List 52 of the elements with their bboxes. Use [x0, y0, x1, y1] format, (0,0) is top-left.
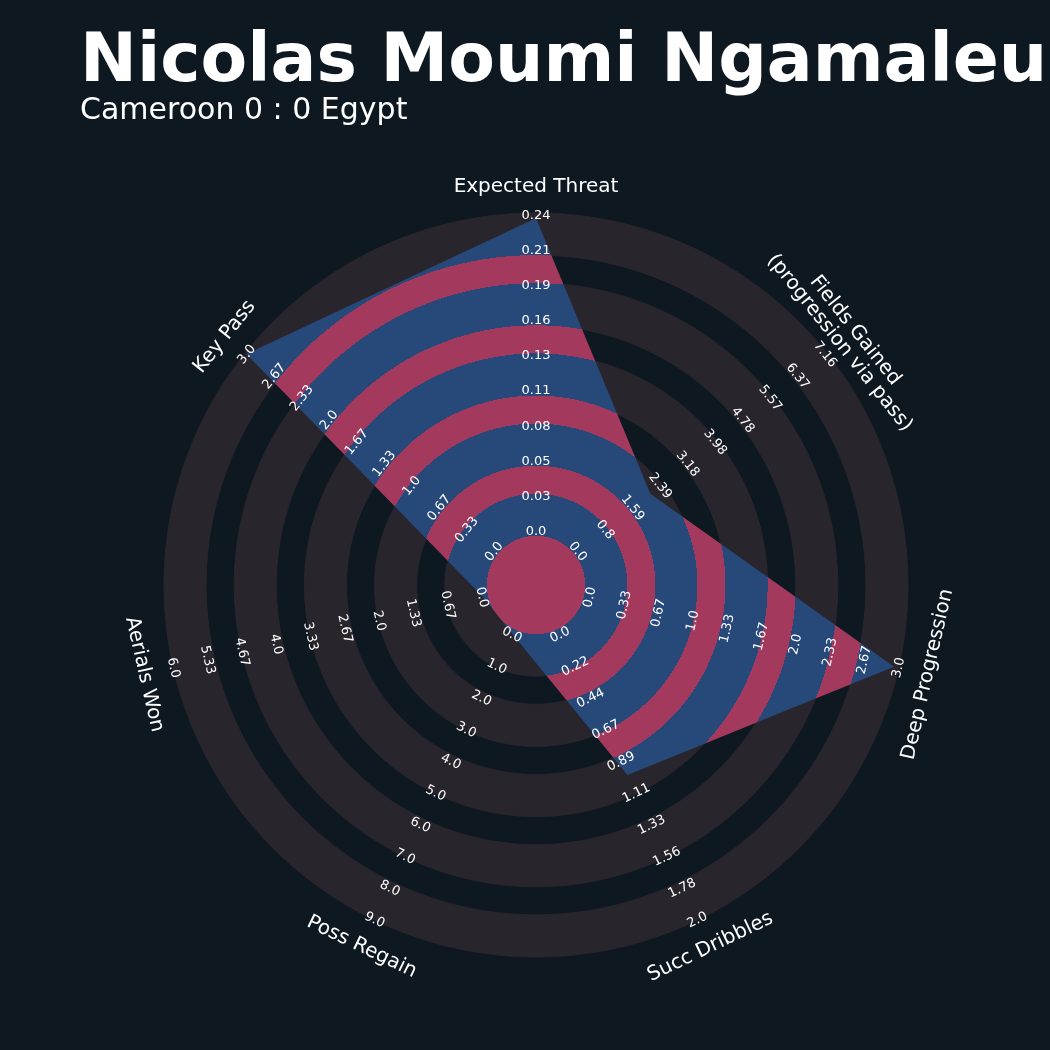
- text: 0.0: [481, 538, 506, 564]
- text: 4.0: [438, 749, 464, 772]
- text: 2.67: [852, 643, 874, 676]
- text: 3.0: [233, 341, 259, 367]
- text: 2.0: [316, 406, 341, 433]
- text: 2.33: [818, 636, 840, 668]
- text: 0.0: [473, 585, 493, 609]
- text: 1.0: [484, 654, 510, 677]
- text: 0.44: [573, 684, 607, 711]
- text: 9.0: [362, 907, 388, 931]
- text: 1.78: [665, 874, 698, 901]
- text: 0.16: [521, 312, 551, 328]
- text: 4.0: [267, 632, 287, 656]
- text: 2.67: [335, 612, 357, 645]
- text: 0.0: [579, 585, 599, 609]
- spoke-label: Expected Threat: [453, 173, 619, 197]
- text: 1.33: [634, 811, 668, 838]
- text: 3.33: [301, 620, 323, 653]
- text: 0.89: [604, 747, 637, 774]
- text: 0.11: [521, 382, 551, 398]
- text: 8.0: [377, 876, 403, 899]
- text: 0.33: [612, 589, 634, 621]
- text: 0.0: [499, 622, 526, 646]
- text: 4.67: [232, 636, 254, 668]
- text: 5.0: [423, 781, 449, 804]
- text: 1.33: [403, 596, 425, 629]
- text: 1.0: [682, 608, 702, 633]
- text: 0.67: [647, 596, 669, 629]
- text: 1.0: [398, 472, 424, 499]
- text: 6.0: [164, 655, 185, 680]
- text: 0.0: [525, 523, 547, 539]
- text: 2.0: [469, 686, 495, 709]
- text: 0.8: [593, 516, 619, 542]
- text: 0.0: [546, 622, 573, 646]
- text: 0.22: [558, 652, 592, 679]
- text: 0.21: [521, 241, 551, 257]
- text: 2.0: [370, 608, 390, 633]
- text: 2.0: [785, 632, 805, 656]
- text: 0.67: [438, 589, 460, 621]
- text: 0.0: [566, 538, 591, 564]
- text: 0.67: [589, 715, 622, 743]
- text: 1.67: [749, 620, 771, 653]
- text: 1.56: [650, 842, 683, 869]
- text: 3.0: [887, 655, 908, 680]
- text: 5.33: [198, 643, 220, 676]
- text: 7.0: [393, 844, 419, 868]
- text: 1.11: [619, 779, 653, 806]
- text: 3.0: [454, 717, 480, 741]
- text: 1.33: [715, 612, 737, 645]
- text: 0.05: [521, 452, 551, 468]
- text: 0.24: [521, 206, 551, 222]
- text: 6.0: [408, 812, 434, 836]
